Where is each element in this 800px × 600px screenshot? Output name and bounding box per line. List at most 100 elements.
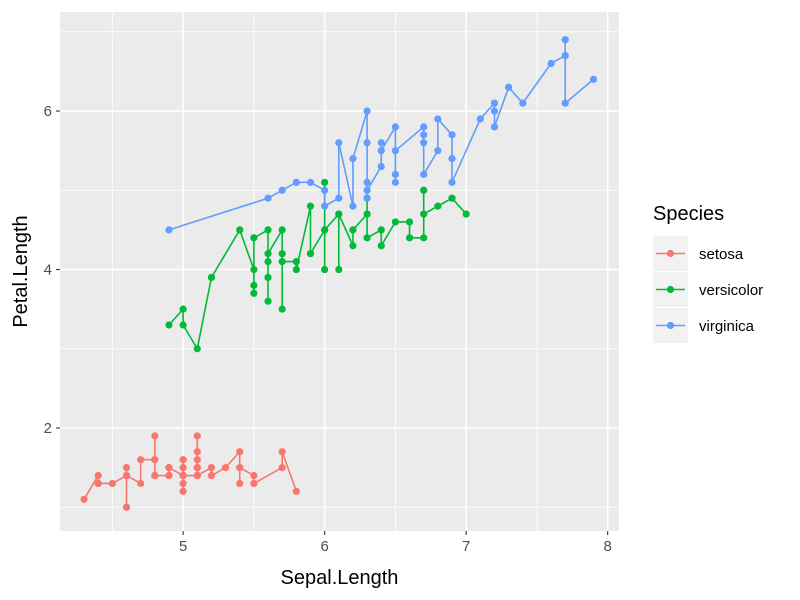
y-axis-title: Petal.Length bbox=[10, 215, 32, 327]
data-point-versicolor bbox=[363, 234, 371, 242]
data-point-setosa bbox=[221, 464, 230, 472]
data-point-versicolor bbox=[236, 226, 244, 234]
data-point-versicolor bbox=[391, 218, 399, 226]
data-point-virginica bbox=[377, 162, 385, 171]
data-point-setosa bbox=[193, 456, 201, 464]
data-point-virginica bbox=[321, 186, 329, 194]
data-point-virginica bbox=[561, 51, 569, 60]
data-point-versicolor bbox=[278, 257, 286, 266]
data-point-setosa bbox=[179, 479, 187, 488]
data-point-setosa bbox=[108, 479, 116, 488]
data-point-virginica bbox=[420, 131, 428, 139]
data-point-setosa bbox=[250, 479, 258, 488]
data-point-virginica bbox=[335, 139, 343, 147]
legend-label: versicolor bbox=[699, 282, 763, 299]
legend-item-virginica: virginica bbox=[653, 308, 755, 343]
data-point-setosa bbox=[137, 479, 145, 488]
data-point-virginica bbox=[278, 186, 286, 194]
data-point-versicolor bbox=[321, 178, 329, 186]
data-point-virginica bbox=[363, 107, 371, 115]
data-series bbox=[80, 36, 598, 511]
data-point-versicolor bbox=[250, 281, 258, 289]
data-point-setosa bbox=[292, 487, 300, 495]
data-point-virginica bbox=[589, 75, 598, 83]
data-point-virginica bbox=[448, 178, 456, 186]
data-point-versicolor bbox=[306, 250, 315, 258]
data-point-virginica bbox=[547, 59, 555, 68]
data-point-virginica bbox=[519, 99, 527, 107]
series-line-versicolor bbox=[168, 181, 467, 350]
legend-title: Species bbox=[653, 203, 724, 225]
data-point-virginica bbox=[377, 139, 385, 147]
data-point-versicolor bbox=[264, 250, 272, 258]
data-point-virginica bbox=[490, 107, 499, 115]
data-point-versicolor bbox=[264, 226, 272, 234]
data-point-virginica bbox=[391, 123, 399, 131]
data-point-virginica bbox=[505, 83, 513, 91]
data-point-versicolor bbox=[363, 210, 371, 218]
legend-label: setosa bbox=[699, 246, 744, 263]
y-tick-label: 4 bbox=[44, 262, 52, 279]
data-point-virginica bbox=[476, 115, 484, 123]
data-point-versicolor bbox=[179, 305, 187, 313]
data-point-virginica bbox=[561, 99, 569, 107]
data-point-setosa bbox=[207, 464, 216, 472]
data-point-setosa bbox=[278, 448, 286, 456]
data-point-versicolor bbox=[264, 297, 272, 305]
data-point-setosa bbox=[151, 471, 159, 480]
data-point-versicolor bbox=[278, 226, 286, 234]
legend-label: virginica bbox=[699, 318, 755, 335]
data-point-virginica bbox=[448, 131, 456, 139]
data-point-virginica bbox=[363, 186, 371, 194]
data-point-versicolor bbox=[321, 226, 329, 234]
data-point-versicolor bbox=[278, 305, 286, 313]
data-point-versicolor bbox=[264, 273, 272, 282]
data-point-versicolor bbox=[193, 345, 201, 353]
data-point-versicolor bbox=[321, 265, 329, 274]
data-point-virginica bbox=[490, 99, 499, 107]
data-point-virginica bbox=[434, 115, 442, 123]
data-point-setosa bbox=[122, 464, 131, 472]
data-point-setosa bbox=[193, 471, 201, 480]
data-point-virginica bbox=[434, 147, 442, 155]
y-tick-label: 6 bbox=[44, 103, 52, 120]
data-point-setosa bbox=[193, 432, 201, 440]
data-point-setosa bbox=[250, 471, 258, 480]
y-axis: 2 4 6 bbox=[44, 103, 60, 437]
data-point-virginica bbox=[335, 194, 343, 202]
data-point-virginica bbox=[561, 36, 569, 44]
legend: Species setosa versicolor virginica bbox=[653, 203, 763, 343]
data-point-versicolor bbox=[250, 289, 258, 297]
data-point-versicolor bbox=[250, 234, 258, 242]
data-point-setosa bbox=[165, 471, 173, 480]
legend-item-setosa: setosa bbox=[653, 236, 744, 271]
data-point-versicolor bbox=[292, 265, 300, 274]
data-point-setosa bbox=[179, 464, 187, 472]
data-point-versicolor bbox=[434, 202, 442, 210]
series-virginica bbox=[165, 36, 598, 234]
data-point-virginica bbox=[264, 194, 272, 202]
data-point-setosa bbox=[80, 495, 88, 503]
data-point-setosa bbox=[236, 479, 244, 488]
data-point-virginica bbox=[420, 123, 428, 131]
y-tick-label: 2 bbox=[44, 420, 52, 437]
data-point-setosa bbox=[179, 487, 187, 495]
data-point-virginica bbox=[391, 178, 399, 186]
x-tick-label: 6 bbox=[320, 538, 328, 555]
data-point-setosa bbox=[122, 503, 131, 511]
data-point-setosa bbox=[94, 479, 102, 488]
legend-key-point bbox=[666, 249, 675, 258]
data-point-virginica bbox=[391, 170, 399, 179]
data-point-versicolor bbox=[250, 265, 258, 274]
data-point-versicolor bbox=[306, 202, 315, 210]
data-point-versicolor bbox=[377, 242, 385, 250]
data-point-virginica bbox=[420, 170, 428, 179]
data-point-virginica bbox=[292, 178, 300, 186]
data-point-setosa bbox=[207, 471, 216, 480]
data-point-versicolor bbox=[405, 218, 414, 226]
data-point-versicolor bbox=[420, 234, 428, 242]
data-point-versicolor bbox=[165, 321, 173, 329]
x-tick-label: 5 bbox=[179, 538, 187, 555]
data-point-versicolor bbox=[448, 194, 456, 202]
data-point-versicolor bbox=[264, 257, 272, 266]
